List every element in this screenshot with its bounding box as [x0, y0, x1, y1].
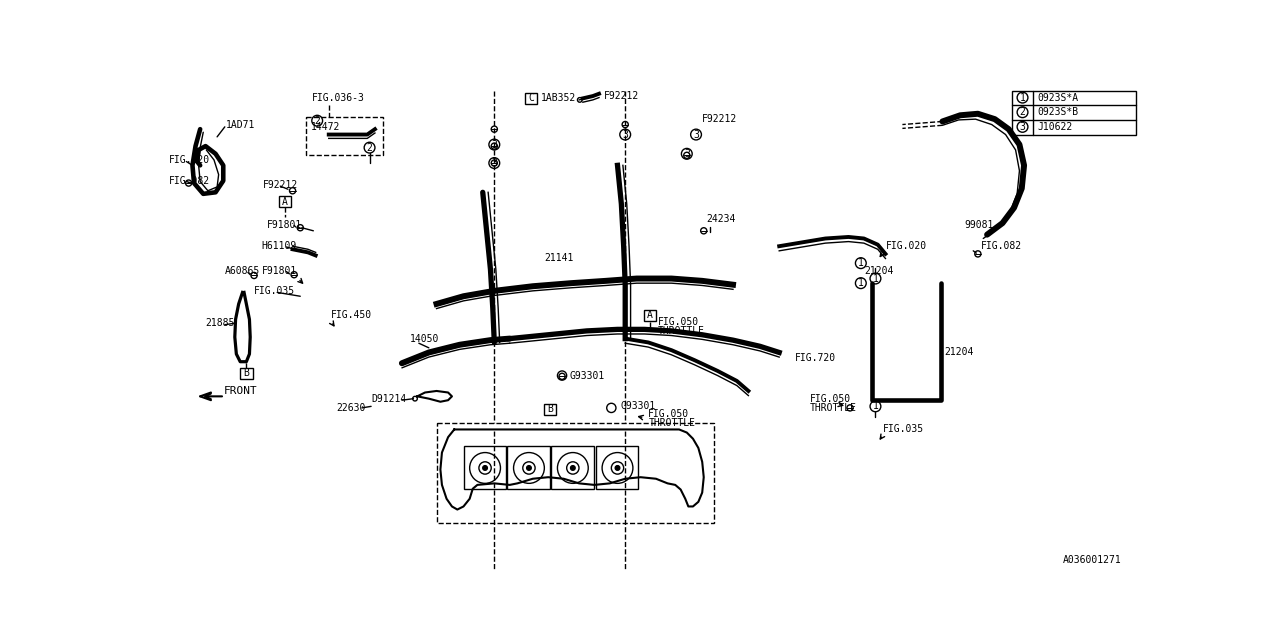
Bar: [552, 447, 594, 489]
Text: 1: 1: [858, 258, 864, 268]
Text: 3: 3: [684, 148, 690, 159]
Text: FIG.020: FIG.020: [169, 155, 210, 165]
Text: A: A: [646, 310, 653, 321]
Text: 1AB352: 1AB352: [540, 93, 576, 103]
Text: 3: 3: [692, 129, 699, 140]
Text: THROTTLE: THROTTLE: [658, 326, 704, 336]
Text: 3: 3: [492, 158, 497, 168]
Text: FIG.082: FIG.082: [169, 176, 210, 186]
Text: 2: 2: [1020, 108, 1025, 117]
Text: 1: 1: [1020, 93, 1025, 102]
Bar: [507, 447, 549, 489]
Text: FIG.035: FIG.035: [253, 286, 296, 296]
Text: FIG.050: FIG.050: [648, 409, 690, 419]
Text: FIG.720: FIG.720: [795, 353, 836, 363]
Text: THROTTLE: THROTTLE: [810, 403, 858, 413]
Text: FIG.035: FIG.035: [883, 424, 924, 435]
Circle shape: [571, 466, 575, 470]
Text: 3: 3: [622, 129, 628, 140]
Circle shape: [616, 466, 620, 470]
Text: B: B: [243, 368, 250, 378]
Text: 1: 1: [873, 401, 878, 412]
Text: 99081: 99081: [964, 220, 993, 230]
Bar: [279, 196, 291, 207]
Text: 3: 3: [1020, 122, 1025, 132]
Text: 21885: 21885: [206, 318, 236, 328]
Bar: [525, 93, 538, 104]
Text: F91801: F91801: [268, 220, 302, 230]
Bar: [463, 447, 506, 489]
Bar: [644, 310, 657, 321]
Bar: [1011, 91, 1137, 134]
Text: 0923S*A: 0923S*A: [1037, 93, 1078, 102]
Text: A60865: A60865: [225, 266, 260, 276]
Text: F92212: F92212: [264, 180, 298, 189]
Text: H61109: H61109: [262, 241, 297, 251]
Bar: [241, 368, 252, 379]
Text: 24234: 24234: [707, 214, 736, 224]
Text: THROTTLE: THROTTLE: [648, 419, 695, 428]
Circle shape: [483, 466, 488, 470]
Text: FIG.050: FIG.050: [658, 317, 699, 326]
Text: FRONT: FRONT: [223, 386, 257, 396]
Text: A036001271: A036001271: [1064, 556, 1121, 565]
Text: F92212: F92212: [703, 114, 737, 124]
Text: G93301: G93301: [570, 371, 605, 381]
Text: C: C: [529, 93, 534, 103]
Text: B: B: [547, 404, 553, 415]
Text: FIG.036-3: FIG.036-3: [312, 93, 365, 103]
Text: 21204: 21204: [864, 266, 893, 276]
Text: A: A: [282, 196, 288, 207]
Text: 14050: 14050: [410, 333, 439, 344]
Text: 21141: 21141: [544, 253, 573, 263]
Text: J10622: J10622: [1037, 122, 1073, 132]
Bar: [596, 447, 639, 489]
Text: FIG.450: FIG.450: [332, 310, 372, 321]
Text: 1: 1: [873, 273, 878, 284]
Bar: [436, 423, 714, 524]
Text: 14472: 14472: [311, 122, 340, 132]
Text: 21204: 21204: [945, 348, 974, 358]
Text: FIG.020: FIG.020: [886, 241, 927, 251]
Text: 1AD71: 1AD71: [227, 120, 256, 129]
Text: FIG.082: FIG.082: [980, 241, 1021, 251]
Text: 22630: 22630: [337, 403, 366, 413]
Text: 2: 2: [366, 143, 372, 152]
Text: F92212: F92212: [604, 91, 639, 101]
Text: 2: 2: [315, 116, 320, 125]
Text: G93301: G93301: [621, 401, 655, 411]
Bar: [544, 404, 556, 415]
Bar: [306, 117, 383, 156]
Text: F91801: F91801: [262, 266, 297, 276]
Text: 1: 1: [858, 278, 864, 288]
Circle shape: [526, 466, 531, 470]
Text: FIG.050: FIG.050: [810, 394, 851, 404]
Text: 0923S*B: 0923S*B: [1037, 108, 1078, 117]
Text: 3: 3: [492, 140, 497, 150]
Text: D91214: D91214: [371, 394, 406, 404]
